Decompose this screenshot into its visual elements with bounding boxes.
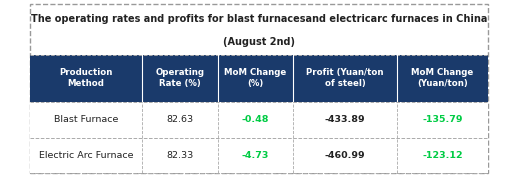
Text: 82.63: 82.63 (166, 115, 194, 124)
Bar (30, 138, 488, 173)
Text: MoM Change
(Yuan/ton): MoM Change (Yuan/ton) (411, 68, 473, 88)
Text: The operating rates and profits for blast furnacesand electricarc furnaces in Ch: The operating rates and profits for blas… (31, 14, 487, 24)
Text: Electric Arc Furnace: Electric Arc Furnace (39, 151, 133, 160)
Text: (August 2nd): (August 2nd) (223, 37, 295, 47)
Text: -135.79: -135.79 (422, 115, 463, 124)
Text: MoM Change
(%): MoM Change (%) (224, 68, 286, 88)
Bar (30, 55, 488, 102)
Text: 82.33: 82.33 (166, 151, 194, 160)
Text: -123.12: -123.12 (422, 151, 463, 160)
Bar (30, 102, 488, 138)
Text: -433.89: -433.89 (325, 115, 365, 124)
Text: Operating
Rate (%): Operating Rate (%) (155, 68, 205, 88)
Text: -460.99: -460.99 (325, 151, 365, 160)
Text: Blast Furnace: Blast Furnace (54, 115, 118, 124)
Text: -4.73: -4.73 (242, 151, 269, 160)
Text: -0.48: -0.48 (242, 115, 269, 124)
Text: Production
Method: Production Method (59, 68, 112, 88)
Text: Profit (Yuan/ton
of steel): Profit (Yuan/ton of steel) (306, 68, 384, 88)
